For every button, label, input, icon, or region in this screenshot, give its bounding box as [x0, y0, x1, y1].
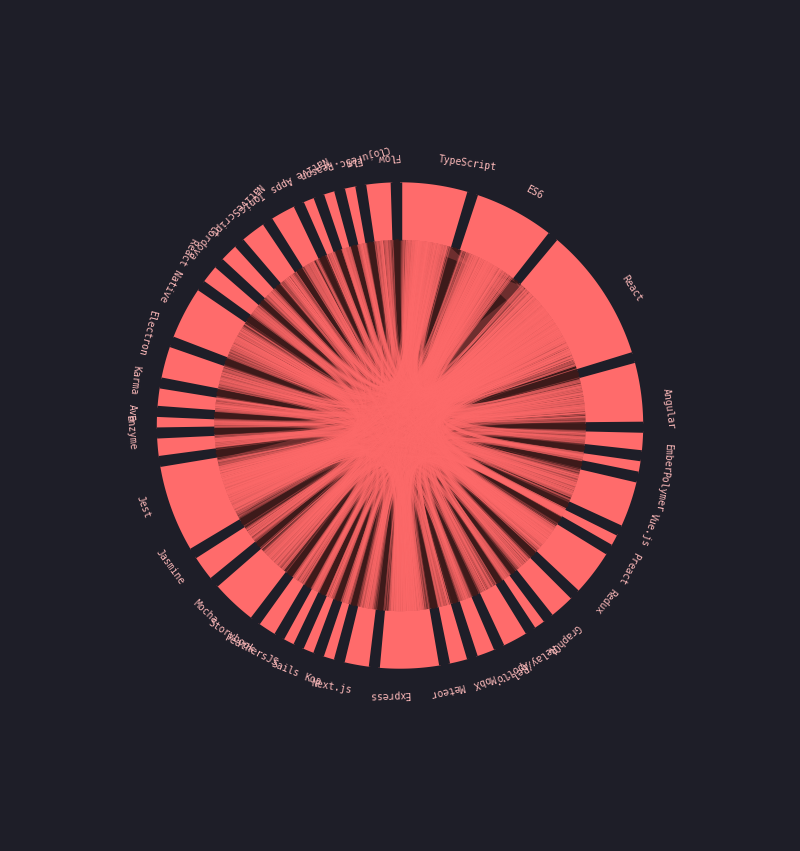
Polygon shape	[458, 195, 550, 279]
Text: GraphQL: GraphQL	[545, 622, 582, 657]
Polygon shape	[437, 603, 469, 664]
Polygon shape	[365, 182, 394, 242]
Text: Enzyme: Enzyme	[124, 414, 138, 450]
Polygon shape	[218, 287, 576, 517]
Polygon shape	[322, 191, 351, 249]
Text: Elm: Elm	[344, 154, 363, 168]
Polygon shape	[258, 576, 306, 635]
Text: Meteor: Meteor	[430, 682, 466, 700]
Text: Ava: Ava	[126, 404, 137, 422]
Polygon shape	[402, 240, 576, 366]
Polygon shape	[579, 361, 643, 424]
Text: ClojureSc...: ClojureSc...	[320, 143, 390, 173]
Text: FeathersJS: FeathersJS	[222, 633, 279, 669]
Polygon shape	[173, 288, 246, 359]
Circle shape	[214, 240, 586, 611]
Polygon shape	[400, 182, 469, 248]
Polygon shape	[203, 266, 260, 317]
Text: TypeScript: TypeScript	[438, 155, 498, 173]
Polygon shape	[282, 588, 320, 645]
Polygon shape	[462, 250, 576, 366]
Polygon shape	[158, 386, 217, 412]
Text: Electron: Electron	[136, 309, 158, 357]
Polygon shape	[160, 456, 241, 551]
Polygon shape	[585, 430, 643, 452]
Polygon shape	[217, 547, 287, 619]
Text: Mocha: Mocha	[191, 597, 219, 625]
Polygon shape	[502, 574, 546, 629]
Text: Relay/Rel...: Relay/Rel...	[494, 642, 557, 690]
Text: Flow: Flow	[376, 151, 400, 163]
Text: Polymer: Polymer	[653, 470, 670, 512]
Polygon shape	[322, 602, 351, 660]
Polygon shape	[561, 508, 618, 546]
Polygon shape	[157, 434, 216, 458]
Polygon shape	[302, 596, 335, 654]
Polygon shape	[478, 584, 527, 646]
Text: Apollo: Apollo	[494, 658, 530, 683]
Text: MobX: MobX	[471, 672, 497, 690]
Text: NativeScript: NativeScript	[207, 181, 264, 238]
Polygon shape	[343, 606, 378, 667]
Text: Next.js: Next.js	[310, 677, 353, 695]
Text: Ionic: Ionic	[234, 190, 264, 215]
Text: Preact: Preact	[616, 550, 642, 585]
Text: Vue.js: Vue.js	[638, 511, 659, 548]
Polygon shape	[302, 197, 335, 255]
Text: Redux: Redux	[592, 585, 618, 615]
Text: Jasmine: Jasmine	[154, 547, 186, 586]
Polygon shape	[242, 224, 297, 284]
Text: Native Apps: Native Apps	[268, 154, 330, 194]
Polygon shape	[519, 239, 633, 371]
Polygon shape	[515, 557, 572, 616]
Text: React Native: React Native	[158, 236, 199, 303]
Text: ES6: ES6	[525, 184, 545, 202]
Text: Storybook: Storybook	[206, 618, 256, 654]
Polygon shape	[378, 608, 441, 669]
Polygon shape	[343, 186, 367, 245]
Text: Jest: Jest	[135, 494, 152, 520]
Polygon shape	[569, 468, 637, 527]
Text: Sails: Sails	[270, 659, 301, 679]
Polygon shape	[157, 415, 214, 429]
Polygon shape	[458, 597, 496, 656]
Text: Express: Express	[370, 689, 410, 700]
Polygon shape	[162, 346, 225, 390]
Text: Angular: Angular	[662, 388, 677, 430]
Polygon shape	[582, 452, 641, 473]
Polygon shape	[195, 526, 256, 580]
Text: Ember: Ember	[662, 443, 674, 473]
Text: Reason: Reason	[298, 158, 334, 181]
Text: React: React	[620, 274, 644, 304]
Text: Koa: Koa	[303, 672, 323, 688]
Text: Karma: Karma	[128, 364, 142, 395]
Text: Cordova: Cordova	[186, 223, 219, 261]
Polygon shape	[222, 246, 275, 300]
Polygon shape	[535, 523, 607, 591]
Polygon shape	[271, 206, 320, 268]
